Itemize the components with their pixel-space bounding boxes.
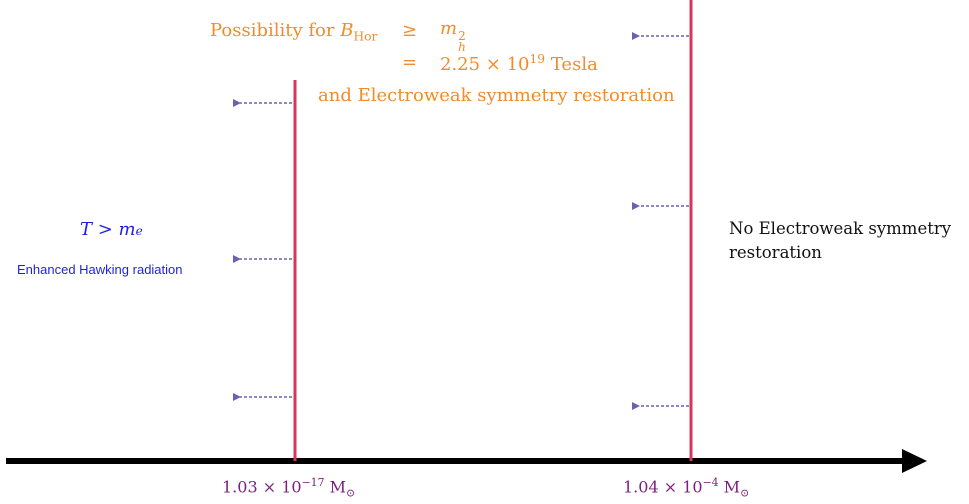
field-unit: Tesla xyxy=(545,54,598,75)
field-mantissa: 2.25 × 10 xyxy=(440,54,530,75)
b-subscript: Hor xyxy=(353,29,378,44)
ew-restoration-text: and Electroweak symmetry restoration xyxy=(318,85,675,106)
b-symbol: B xyxy=(340,20,354,41)
m-superscript: 2 xyxy=(458,29,466,43)
equals-sign: = xyxy=(402,52,418,73)
field-value: 2.25 × 1019 Tesla xyxy=(440,52,598,75)
left-exponent: −17 xyxy=(301,476,325,489)
right-mantissa: 1.04 × 10 xyxy=(623,477,703,497)
gt-sign: > xyxy=(92,219,119,240)
me-symbol: m xyxy=(118,219,136,240)
left-unit: M xyxy=(324,477,346,497)
right-sun-symbol: ⊙ xyxy=(740,486,750,500)
m-symbol: m xyxy=(440,18,458,39)
no-ew-restoration-line1: No Electroweak symmetry xyxy=(729,219,952,238)
right-unit: M xyxy=(718,477,741,497)
me-subscript: e xyxy=(135,224,143,238)
b-hor-condition: Possibility for BHor xyxy=(210,20,377,44)
m-subscript: h xyxy=(458,40,466,55)
field-exponent: 19 xyxy=(529,52,546,66)
mass-label-right: 1.04 × 10−4 M⊙ xyxy=(623,476,749,500)
mass-axis-arrowhead xyxy=(902,449,927,473)
t-symbol: T xyxy=(80,219,93,240)
mass-label-left: 1.03 × 10−17 M⊙ xyxy=(222,476,355,500)
right-exponent: −4 xyxy=(702,476,719,489)
no-ew-restoration-line2: restoration xyxy=(729,243,822,262)
b-hor-prefix: Possibility for xyxy=(210,20,341,41)
temperature-condition: T > me xyxy=(80,219,143,240)
hawking-radiation-text: Enhanced Hawking radiation xyxy=(17,262,183,277)
left-mantissa: 1.03 × 10 xyxy=(222,477,302,497)
left-sun-symbol: ⊙ xyxy=(345,486,356,500)
geq-sign: ≥ xyxy=(402,20,418,41)
